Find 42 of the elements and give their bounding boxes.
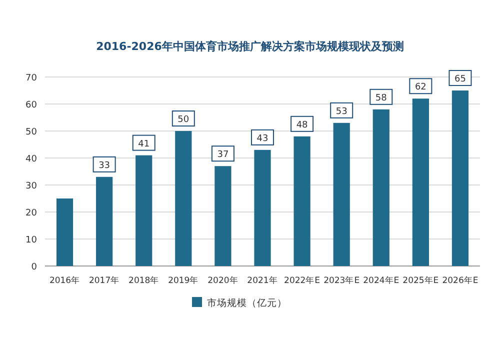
x-tick-label: 2018年 [128, 275, 160, 286]
x-tick-label: 2019年 [168, 275, 199, 286]
bar [412, 98, 429, 266]
bar [96, 176, 113, 266]
x-tick-label: 2021年 [247, 275, 278, 286]
bar [452, 90, 469, 266]
y-tick-label: 30 [26, 182, 38, 192]
x-tick-label: 2024年E [363, 275, 400, 286]
x-tick-label: 2022年E [284, 275, 320, 286]
y-tick-label: 50 [26, 128, 38, 138]
x-tick-label: 2023年E [324, 275, 360, 286]
y-tick-label: 0 [31, 262, 38, 272]
x-tick-label: 2017年 [89, 275, 120, 286]
data-label: 65 [454, 74, 466, 84]
x-tick-label: 2016年 [49, 275, 80, 286]
x-tick-label: 2026年E [442, 275, 478, 286]
y-tick-label: 40 [26, 154, 38, 164]
bar [372, 109, 390, 266]
data-label: 53 [336, 106, 348, 117]
data-label: 43 [256, 134, 268, 144]
data-label: 48 [296, 120, 308, 130]
y-tick-label: 10 [26, 236, 38, 246]
chart-title: 2016-2026年中国体育市场推广解决方案市场规模现状及预测 [96, 40, 404, 53]
y-tick-label: 60 [26, 100, 38, 110]
data-label: 33 [98, 160, 110, 171]
y-tick-label: 20 [26, 208, 38, 218]
x-tick-label: 2025年E [402, 275, 439, 286]
data-label: 50 [178, 115, 190, 125]
bar [56, 198, 74, 266]
bar [254, 150, 271, 266]
y-tick-label: 70 [26, 74, 38, 84]
data-label: 41 [138, 139, 150, 150]
data-label: 62 [414, 82, 426, 93]
bar [175, 131, 192, 266]
legend-label: 市场规模（亿元） [207, 297, 287, 309]
bar [294, 136, 310, 266]
data-label: 37 [217, 150, 229, 160]
x-tick-label: 2020年 [208, 275, 238, 286]
bar [214, 166, 232, 266]
bar [333, 122, 350, 266]
data-label: 58 [375, 93, 388, 104]
bar [136, 155, 152, 266]
